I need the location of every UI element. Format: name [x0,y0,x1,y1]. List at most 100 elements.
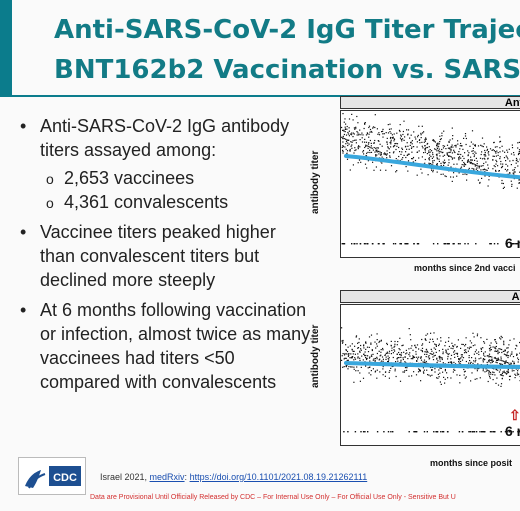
scatter-point [485,161,487,163]
scatter-point [459,374,461,376]
scatter-point [415,347,417,349]
scatter-point [454,369,456,371]
scatter-point [372,161,374,163]
citation-source-link[interactable]: medRxiv [149,472,185,482]
scatter-point [452,176,454,178]
scatter-point [497,369,499,371]
scatter-point [345,366,347,368]
scatter-point [403,139,405,141]
scatter-point [503,362,506,364]
scatter-point [369,151,371,154]
scatter-point [352,119,354,121]
scatter-point [362,431,365,433]
scatter-point [510,363,512,365]
scatter-point [475,152,477,154]
scatter-point [511,351,513,353]
scatter-point [480,169,482,171]
sub-bullet-item: o 2,653 vaccinees [14,166,314,190]
scatter-point [421,347,424,349]
scatter-point [372,243,374,245]
scatter-point [492,360,494,362]
scatter-point [499,151,501,153]
scatter-point [512,172,514,174]
scatter-point [346,364,348,367]
scatter-point [395,158,397,160]
scatter-point [445,175,447,178]
scatter-point [464,345,466,347]
scatter-point [420,357,422,359]
scatter-point [395,375,397,378]
scatter-point [402,157,404,159]
scatter-point [517,142,519,144]
scatter-point [442,362,444,364]
scatter-point [515,162,517,164]
scatter-point [500,160,502,163]
scatter-point [486,369,489,371]
scatter-point [513,171,515,173]
scatter-point [474,378,476,380]
scatter-point [450,354,453,356]
scatter-point [375,154,377,156]
scatter-point [398,129,401,131]
scatter-point [378,140,380,142]
scatter-point [460,347,462,349]
scatter-point [454,151,456,154]
scatter-point [517,147,519,149]
trend-line [344,361,520,369]
scatter-point [473,431,475,433]
scatter-point [343,354,346,356]
scatter-point [510,353,512,355]
scatter-point [501,363,503,366]
scatter-point [382,136,384,138]
scatter-point [441,357,443,359]
scatter-point [508,362,510,364]
scatter-point [360,349,362,351]
scatter-point [417,243,419,245]
scatter-point [379,340,381,342]
scatter-point [461,431,464,433]
scatter-point [379,355,381,357]
scatter-point [433,140,435,142]
scatter-point [439,372,441,374]
scatter-point [517,243,519,245]
scatter-point [407,145,409,147]
scatter-point [487,167,489,169]
scatter-point [459,358,461,360]
scatter-point [488,355,490,357]
scatter-plot-svg [341,113,520,245]
scatter-point [492,155,494,157]
scatter-point [351,141,353,143]
scatter-point [468,357,470,359]
scatter-point [357,148,359,150]
scatter-point [483,342,486,344]
scatter-point [436,358,438,360]
scatter-point [405,145,407,147]
scatter-point [470,361,472,363]
scatter-point [396,357,398,360]
scatter-point [358,341,360,344]
scatter-point [483,431,485,433]
scatter-point [341,355,343,357]
doi-link[interactable]: https://doi.org/10.1101/2021.08.19.21262… [189,472,368,482]
scatter-point [456,352,459,354]
scatter-point [438,160,440,162]
scatter-point [463,374,465,376]
scatter-point [406,129,408,131]
scatter-point [434,354,436,356]
scatter-point [365,354,367,357]
scatter-point [380,349,382,351]
scatter-point [436,144,438,146]
scatter-point [483,341,485,343]
scatter-point [513,154,515,156]
scatter-point [514,348,517,350]
scatter-point [383,133,385,135]
scatter-point [481,158,484,160]
scatter-point [448,162,450,164]
scatter-point [480,350,483,352]
chart-header: Antib [340,96,520,109]
scatter-point [436,148,439,150]
scatter-point [362,151,364,153]
scatter-point [408,148,410,150]
scatter-point [376,149,378,151]
scatter-point [439,141,441,143]
